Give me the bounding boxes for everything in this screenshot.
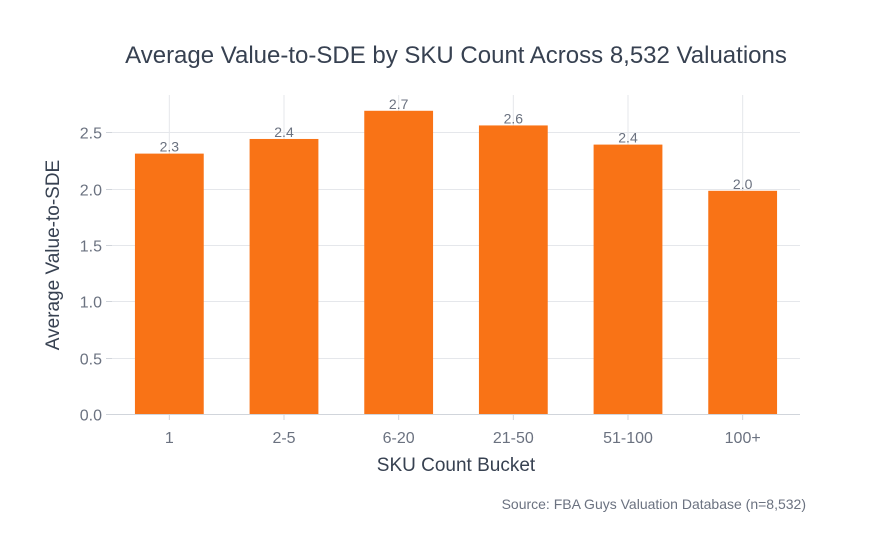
y-tick-label: 0.5 <box>80 352 102 369</box>
y-axis-ticks: 0.0 0.5 1.0 1.5 2.0 2.5 <box>80 126 112 425</box>
data-label: 2.7 <box>389 96 409 112</box>
y-tick-label: 0.0 <box>80 408 102 425</box>
x-tick-label: 6-20 <box>383 430 415 447</box>
x-tick-label: 51-100 <box>603 430 653 447</box>
bar-51-100 <box>593 144 663 414</box>
chart-title: Average Value-to-SDE by SKU Count Across… <box>125 42 787 69</box>
data-label: 2.3 <box>160 139 180 155</box>
data-label: 2.4 <box>618 130 638 146</box>
x-axis-ticks: 1 2-5 6-20 21-50 51-100 100+ <box>165 414 761 447</box>
bar-1 <box>134 153 204 414</box>
x-tick-label: 21-50 <box>493 430 534 447</box>
bar-100+ <box>708 190 778 414</box>
y-tick-label: 1.5 <box>80 239 102 256</box>
bar-2-5 <box>249 138 319 415</box>
data-label: 2.6 <box>504 110 524 126</box>
source-note: Source: FBA Guys Valuation Database (n=8… <box>502 496 806 512</box>
y-tick-label: 1.0 <box>80 295 102 312</box>
data-label: 2.4 <box>274 124 294 140</box>
bar-21-50 <box>478 125 548 414</box>
x-tick-label: 2-5 <box>272 430 295 447</box>
x-axis-title: SKU Count Bucket <box>377 455 536 476</box>
x-tick-label: 100+ <box>725 430 761 447</box>
bar-6-20 <box>364 110 434 415</box>
y-tick-label: 2.0 <box>80 183 102 200</box>
x-tick-label: 1 <box>165 430 174 447</box>
y-axis-title: Average Value-to-SDE <box>43 160 64 350</box>
gridlines <box>112 95 800 414</box>
data-labels: 2.3 2.4 2.7 2.6 2.4 2.0 <box>160 96 753 192</box>
data-label: 2.0 <box>733 176 753 192</box>
y-tick-label: 2.5 <box>80 126 102 143</box>
bars <box>134 110 778 415</box>
